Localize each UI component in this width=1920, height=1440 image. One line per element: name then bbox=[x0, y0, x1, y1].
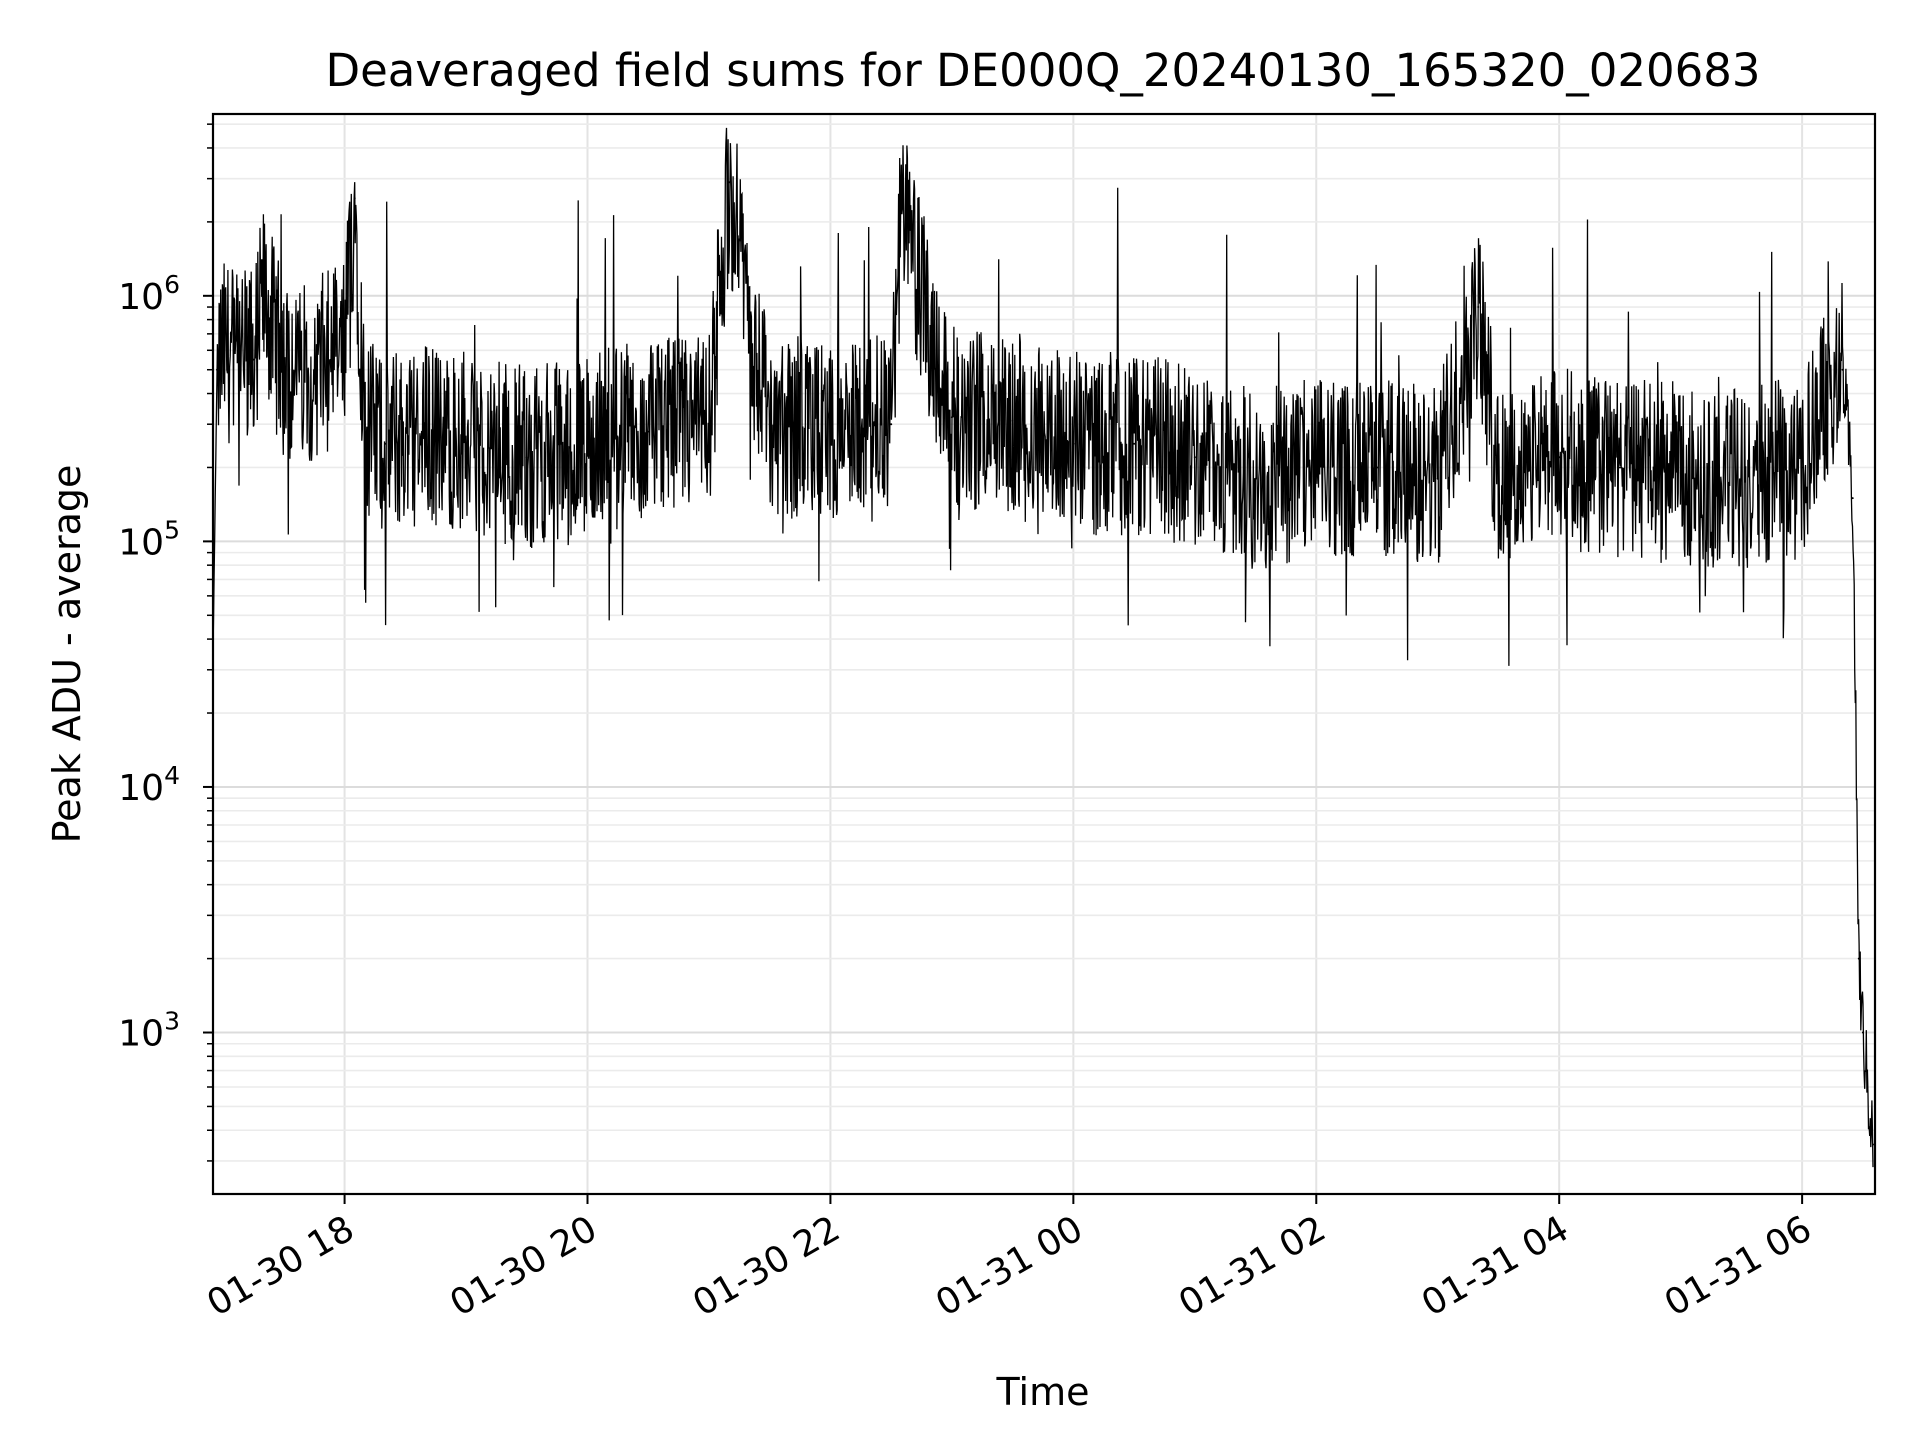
data-point bbox=[1315, 466, 1318, 469]
data-point bbox=[384, 442, 387, 445]
data-point bbox=[1851, 497, 1854, 500]
data-point bbox=[1801, 466, 1804, 469]
data-point bbox=[313, 368, 316, 371]
data-point bbox=[1011, 419, 1014, 422]
data-point bbox=[1193, 456, 1196, 459]
data-point bbox=[768, 423, 771, 426]
data-point bbox=[353, 197, 356, 200]
y-axis: 103 104 105 106 bbox=[118, 123, 213, 1162]
series-line bbox=[213, 127, 1874, 1168]
data-point bbox=[1133, 442, 1136, 445]
y-tick-label: 104 bbox=[118, 761, 180, 809]
data-point bbox=[647, 430, 650, 433]
data-point bbox=[1436, 477, 1439, 480]
data-point bbox=[1861, 1031, 1864, 1034]
data-point bbox=[343, 349, 346, 352]
data-point bbox=[222, 349, 225, 352]
data-point bbox=[1558, 456, 1561, 459]
data-point bbox=[465, 442, 467, 445]
data-point bbox=[1872, 1143, 1874, 1146]
data-point bbox=[1857, 957, 1860, 960]
y-tick-label: 106 bbox=[118, 270, 180, 318]
data-point bbox=[282, 368, 285, 371]
y-tick-label: 103 bbox=[118, 1007, 180, 1055]
data-point bbox=[216, 368, 218, 371]
y-tick-label: 105 bbox=[118, 515, 180, 563]
data-point bbox=[424, 430, 427, 433]
data-point bbox=[1497, 483, 1500, 486]
plot-frame bbox=[211, 112, 1877, 1196]
data-point bbox=[1254, 477, 1257, 480]
data-point bbox=[890, 423, 893, 426]
data-point bbox=[1841, 368, 1844, 371]
series-layer bbox=[213, 127, 1874, 1168]
data-point bbox=[1740, 477, 1743, 480]
data-point bbox=[708, 423, 710, 426]
data-point bbox=[1618, 466, 1621, 469]
chart-title: Deaveraged field sums for DE000Q_2024013… bbox=[325, 44, 1760, 97]
data-point bbox=[252, 358, 255, 361]
data-point bbox=[1376, 466, 1378, 469]
data-point bbox=[728, 181, 731, 184]
data-point bbox=[1821, 392, 1824, 395]
grid bbox=[213, 114, 1875, 1194]
data-point bbox=[900, 210, 903, 213]
x-axis-label: Time bbox=[996, 1370, 1090, 1414]
data-point bbox=[262, 294, 265, 297]
data-point bbox=[586, 442, 589, 445]
data-point bbox=[829, 430, 832, 433]
y-axis-label: Peak ADU - average bbox=[45, 465, 89, 844]
data-point bbox=[1072, 442, 1075, 445]
data-point bbox=[1477, 306, 1480, 308]
data-point bbox=[950, 416, 953, 419]
data-point bbox=[1679, 471, 1682, 474]
data-point bbox=[363, 423, 366, 426]
data-point bbox=[525, 456, 528, 459]
